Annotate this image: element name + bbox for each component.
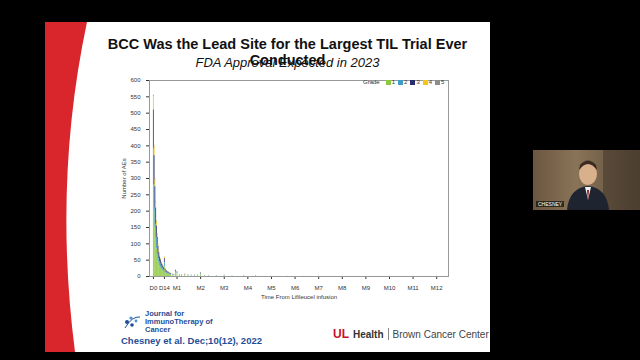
svg-text:400: 400 <box>130 143 141 149</box>
svg-text:M8: M8 <box>338 285 347 291</box>
html-text:CHESNEY: CHESNEY <box>538 201 563 207</box>
svg-text:550: 550 <box>130 94 141 100</box>
html-text:1: 1 <box>391 79 395 85</box>
html-text:Chesney et al. Dec;10(12), 202: Chesney et al. Dec;10(12), 2022 <box>121 335 262 346</box>
svg-text:0: 0 <box>137 273 141 279</box>
svg-text:350: 350 <box>130 159 141 165</box>
svg-text:M1: M1 <box>173 285 182 291</box>
svg-text:250: 250 <box>130 192 141 198</box>
svg-text:M3: M3 <box>220 285 229 291</box>
svg-text:Number of AEs: Number of AEs <box>121 158 127 198</box>
svg-text:50: 50 <box>134 257 141 263</box>
svg-text:D14: D14 <box>159 285 171 291</box>
svg-text:D0: D0 <box>150 285 158 291</box>
html-text:BCC Was the Lead Site for the: BCC Was the Lead Site for the Largest TI… <box>107 36 468 68</box>
svg-text:Time From Lifileucel infusion: Time From Lifileucel infusion <box>261 294 337 300</box>
html-text:Journal for ImmunoTherapy of C: Journal for ImmunoTherapy of Cancer <box>145 309 213 334</box>
html-text:4: 4 <box>428 79 433 85</box>
svg-text:M2: M2 <box>196 285 205 291</box>
html-text:Grade: Grade <box>363 79 380 85</box>
html-text:UL Health: UL Health <box>333 327 384 341</box>
svg-text:M11: M11 <box>407 285 419 291</box>
svg-text:M12: M12 <box>431 285 443 291</box>
svg-text:M9: M9 <box>362 285 371 291</box>
svg-text:600: 600 <box>130 77 141 83</box>
svg-text:500: 500 <box>130 110 141 116</box>
svg-text:100: 100 <box>130 241 141 247</box>
svg-text:200: 200 <box>130 208 141 214</box>
svg-text:450: 450 <box>130 126 141 132</box>
html-text:5: 5 <box>441 79 445 85</box>
html-text:3: 3 <box>416 79 420 85</box>
svg-text:M10: M10 <box>384 285 396 291</box>
svg-text:300: 300 <box>130 175 141 181</box>
svg-text:M7: M7 <box>314 285 323 291</box>
svg-text:M6: M6 <box>291 285 300 291</box>
svg-text:M4: M4 <box>244 285 253 291</box>
html-text:2: 2 <box>404 79 408 85</box>
svg-text:M5: M5 <box>267 285 276 291</box>
svg-text:150: 150 <box>130 224 141 230</box>
html-text:FDA Approval Expected in 2023: FDA Approval Expected in 2023 <box>195 55 380 70</box>
html-text:Brown Cancer Center: Brown Cancer Center <box>392 328 489 340</box>
